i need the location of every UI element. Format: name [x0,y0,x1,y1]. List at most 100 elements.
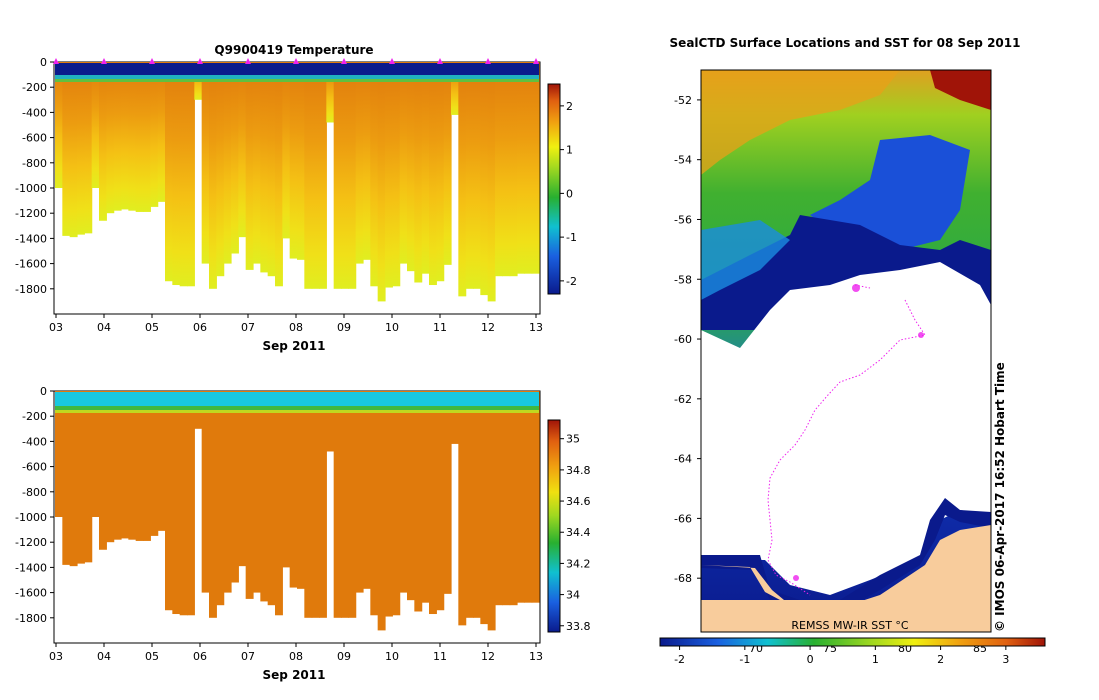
profile-column [326,391,335,452]
profile-column [392,391,401,616]
profile-column [253,391,261,593]
y-tick-label: -1600 [15,258,47,271]
temperature-profiles [55,62,540,302]
profile-column [282,62,291,239]
profile-column [399,62,408,264]
surface-marker [341,58,347,64]
y-tick-label: -1000 [15,182,47,195]
profile-column [297,62,305,260]
colorbar-tick-label: 34 [566,589,580,602]
y-tick-label: -200 [22,410,47,423]
x-tick-label: 12 [481,321,495,334]
sst-map-title: SealCTD Surface Locations and SST for 08… [670,36,1021,50]
profile-column [69,62,78,238]
sst-colorbar-tick-label: 2 [937,653,944,666]
sst-map-frame [700,69,992,633]
y-tick-label: 0 [40,385,47,398]
temperature-x-axis: 03 04 05 06 07 08 09 10 11 12 13 [49,314,543,334]
profile-column [502,62,511,277]
colorbar-tick-label: 2 [566,100,573,113]
colorbar-tick-label: 34.6 [566,495,591,508]
profile-column [121,62,129,210]
profile-column [319,391,327,618]
profile-column [407,391,415,601]
surface-marker [245,58,251,64]
y-tick-label: -400 [22,106,47,119]
profile-column [275,391,283,616]
temperature-panel: Q9900419 Temperature 0 -200 -400 -600 -800 -1… [15,43,577,353]
colorbar-tick-label: 35 [566,433,580,446]
profile-column [355,62,364,264]
profile-column [289,391,298,588]
land-south-strip [701,600,991,632]
profile-column [451,62,459,115]
colorbar-tick-label: 34.2 [566,557,591,570]
profile-column [135,62,144,212]
profile-column [209,62,217,289]
profile-column [377,391,386,631]
y-tick-label: -1600 [15,587,47,600]
y-tick-label: 0 [40,56,47,69]
x-tick-label: 08 [289,321,303,334]
y-tick-label: -1800 [15,283,47,296]
profile-column [84,62,93,234]
profile-column [165,62,173,282]
colorbar-tick-label: -1 [566,231,577,244]
latitude-tick-label: -64 [674,453,692,466]
sst-colorbar-tick-label: 0 [807,653,814,666]
x-tick-label: 05 [145,650,159,663]
profile-column [399,391,408,593]
profile-column [502,391,511,606]
y-tick-label: -600 [22,132,47,145]
temperature-xlabel: Sep 2011 [263,339,326,353]
sst-colorbar-ticks: -2 -1 0 1 2 3 [674,646,1009,666]
seal-position-cluster [918,332,924,338]
colorbar-tick-label: 34.8 [566,464,591,477]
profile-column [150,62,159,207]
profile-column [436,391,445,611]
profile-column [55,62,63,188]
coastal-cold-band [701,498,991,615]
profile-column [282,391,291,568]
latitude-tick-label: -66 [674,512,692,525]
sea-ice [701,262,991,595]
profile-column [304,62,313,289]
sst-map-panel: SealCTD Surface Locations and SST for 08… [659,36,1046,666]
profile-column [201,391,210,593]
profile-column [421,62,430,274]
profile-column [275,62,283,287]
profile-column [458,391,467,626]
x-tick-label: 10 [385,650,399,663]
profile-column [223,391,232,593]
profile-column [267,62,276,277]
profile-column [443,62,452,265]
profile-column [201,62,210,264]
surface-marker [437,58,443,64]
profile-column [429,62,437,286]
y-tick-label: -1400 [15,232,47,245]
y-tick-label: -1800 [15,612,47,625]
profile-column [348,62,357,289]
thermocline-band [55,75,539,79]
profile-column [172,391,181,615]
latitude-tick-label: -68 [674,572,692,585]
y-tick-label: -1400 [15,561,47,574]
y-tick-label: -1200 [15,536,47,549]
x-tick-label: 07 [241,650,255,663]
profile-column [231,62,239,254]
transition-band [55,79,539,82]
sst-map-field: REMSS MW-IR SST °C [701,70,991,632]
profile-column [517,391,525,603]
colorbar-tick-label: 1 [566,144,573,157]
profile-column [333,391,342,618]
profile-column [157,391,166,531]
profile-column [355,391,364,593]
x-tick-label: 06 [193,321,207,334]
profile-column [216,391,225,606]
sst-map-latitude-axis: -52 -54 -56 -58 -60 -62 -64 -66 -68 [674,94,701,585]
profile-column [157,62,166,202]
temperature-y-axis: 0 -200 -400 -600 -800 -1000 -1200 -1400 -1600 -18… [15,56,54,296]
profile-column [407,62,415,272]
sst-colorbar-tick-label: -1 [739,653,750,666]
